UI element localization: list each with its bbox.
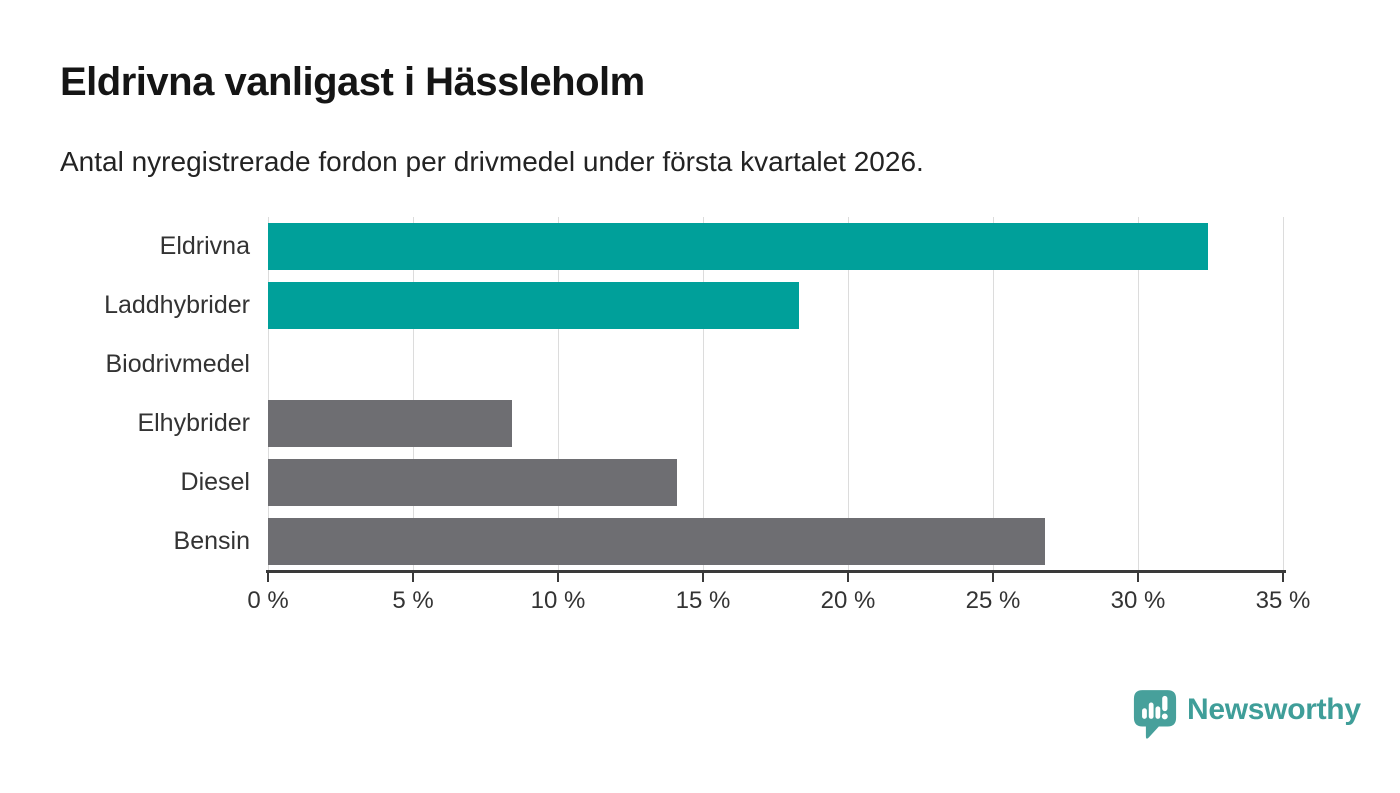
x-axis-tick — [702, 573, 704, 582]
gridline — [1283, 217, 1284, 571]
newsworthy-logo-text: Newsworthy — [1187, 693, 1361, 726]
category-label: Diesel — [180, 468, 250, 496]
newsworthy-branding: Newsworthy — [1132, 688, 1361, 742]
bar-row — [268, 335, 1283, 394]
category-label: Bensin — [173, 527, 250, 555]
bar-row — [268, 394, 1283, 453]
gridline — [993, 217, 994, 571]
category-label: Elhybrider — [137, 409, 250, 437]
bar-row — [268, 217, 1283, 276]
gridline — [1138, 217, 1139, 571]
category-label: Laddhybrider — [104, 291, 250, 319]
x-axis-tick-label: 20 % — [820, 587, 876, 614]
bar-row — [268, 453, 1283, 512]
x-axis-tick-label: 25 % — [965, 587, 1021, 614]
bar-bensin — [268, 518, 1046, 565]
x-axis-tick — [412, 573, 414, 582]
gridline — [848, 217, 849, 571]
bar-elhybrider — [268, 400, 512, 447]
gridline — [558, 217, 559, 571]
x-axis-tick — [1282, 573, 1284, 582]
x-axis-tick-label: 15 % — [675, 587, 731, 614]
category-label: Eldrivna — [159, 232, 250, 260]
bar-eldrivna — [268, 223, 1208, 270]
gridline — [268, 217, 269, 571]
x-axis-tick — [1137, 573, 1139, 582]
plot-area — [268, 217, 1284, 571]
bar-laddhybrider — [268, 282, 799, 329]
x-axis-tick-label: 35 % — [1255, 587, 1311, 614]
gridline — [413, 217, 414, 571]
x-axis-tick-label: 10 % — [530, 587, 586, 614]
gridline — [703, 217, 704, 571]
chart-subtitle: Antal nyregistrerade fordon per drivmede… — [60, 146, 924, 177]
x-axis-tick-label: 0 % — [247, 587, 289, 614]
x-axis-tick-label: 5 % — [392, 587, 434, 614]
x-axis-tick — [847, 573, 849, 582]
bar-row — [268, 512, 1283, 571]
bar-row — [268, 276, 1283, 335]
category-label: Biodrivmedel — [105, 350, 250, 378]
x-axis-tick-label: 30 % — [1110, 587, 1166, 614]
category-axis-labels: Eldrivna Laddhybrider Biodrivmedel Elhybrid… — [0, 217, 250, 571]
x-axis-line — [266, 570, 1286, 573]
newsworthy-logo-icon — [1133, 690, 1177, 739]
x-axis-tick — [992, 573, 994, 582]
x-axis-tick — [267, 573, 269, 582]
x-axis-tick — [557, 573, 559, 582]
bar-diesel — [268, 459, 677, 506]
chart-title: Eldrivna vanligast i Hässleholm — [60, 60, 645, 104]
